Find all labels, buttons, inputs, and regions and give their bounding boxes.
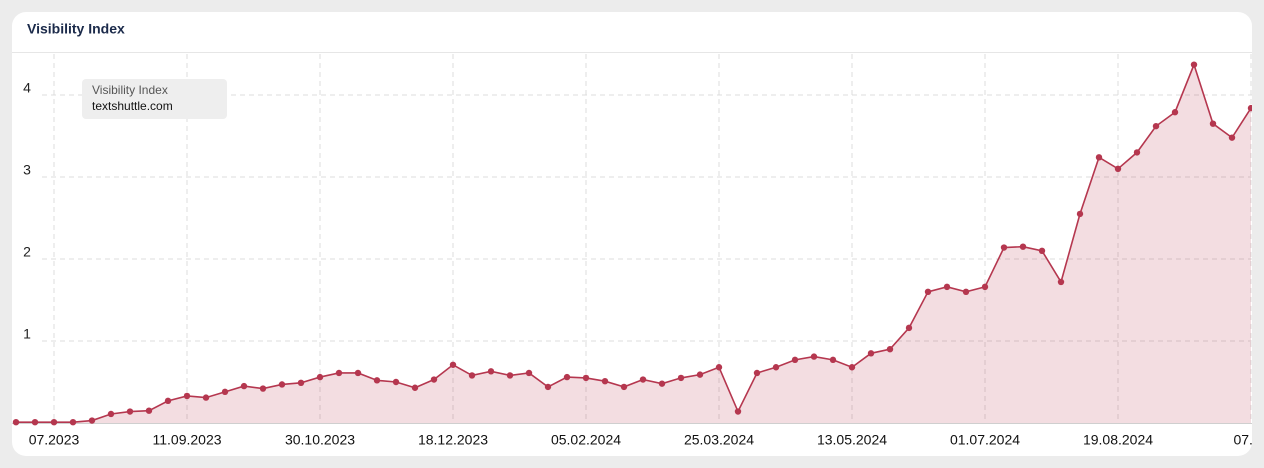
point (278, 381, 286, 388)
legend-entry: textshuttle.com (92, 99, 173, 113)
point (943, 283, 951, 291)
point (886, 346, 894, 353)
point (107, 410, 115, 418)
x-tick-label: 11.09.2023 (152, 432, 221, 448)
point (145, 407, 153, 414)
point (202, 394, 210, 401)
point (696, 371, 704, 378)
point (297, 379, 305, 387)
point (582, 374, 590, 382)
point (354, 369, 362, 377)
point (715, 364, 723, 371)
point (1019, 243, 1027, 250)
legend (82, 79, 227, 119)
point (468, 372, 476, 379)
x-tick-label: 30.10.2023 (285, 432, 355, 448)
point (335, 369, 343, 377)
point (1057, 278, 1065, 286)
point (905, 324, 913, 332)
point (449, 361, 457, 368)
point (183, 392, 191, 400)
point (31, 418, 39, 426)
point (506, 372, 514, 379)
point (734, 408, 742, 415)
point (1190, 61, 1198, 68)
point (88, 417, 96, 424)
point (411, 384, 419, 391)
point (430, 376, 438, 383)
point (962, 288, 970, 295)
point (1171, 109, 1179, 116)
point (50, 418, 58, 426)
point (12, 418, 20, 426)
point (259, 385, 267, 392)
y-tick-label: 3 (23, 162, 31, 178)
point (1152, 122, 1160, 130)
y-tick-label: 2 (23, 244, 31, 260)
line (16, 62, 1252, 423)
point (848, 364, 856, 371)
y-tick-label: 1 (23, 326, 31, 342)
point (753, 369, 761, 377)
x-tick-label: 07.2023 (29, 432, 80, 448)
point (544, 383, 552, 391)
point (525, 369, 533, 377)
card: Visibility Index 1 2 3 4 07.2023 11.09.2023 30… (12, 12, 1252, 456)
x-tick-label: 05.02.2024 (551, 432, 621, 448)
point (487, 368, 495, 375)
x-tick-label: 18.12.2023 (418, 432, 488, 448)
x-tick-label: 19.08.2024 (1083, 432, 1153, 448)
x-tick-label: 13.05.2024 (817, 432, 887, 448)
point (639, 376, 647, 383)
point (658, 380, 666, 387)
x-tick-label: 25.03.2024 (684, 432, 754, 448)
point (829, 356, 837, 364)
point (772, 364, 780, 371)
point (1076, 210, 1084, 218)
point (240, 382, 248, 390)
point (1133, 149, 1141, 156)
point (392, 378, 400, 386)
area (16, 64, 1251, 423)
point (563, 373, 571, 381)
point (981, 283, 989, 291)
point (924, 288, 932, 295)
legend-title: Visibility Index (92, 83, 168, 97)
point (1000, 244, 1008, 251)
point (1209, 120, 1217, 127)
x-tick-label: 07.10 (1233, 432, 1252, 448)
chart-title: Visibility Index (27, 21, 125, 37)
point (810, 353, 818, 360)
point (1247, 104, 1252, 112)
point (677, 374, 685, 382)
point (620, 383, 628, 391)
point (316, 373, 324, 381)
point (1228, 134, 1236, 141)
y-tick-label: 4 (23, 80, 31, 96)
x-tick-label: 01.07.2024 (950, 432, 1020, 448)
point (221, 388, 229, 396)
point (601, 377, 609, 385)
point (867, 350, 875, 357)
point (1038, 247, 1046, 254)
point (373, 377, 381, 384)
point (69, 418, 77, 426)
point (791, 356, 799, 364)
point (1095, 154, 1103, 161)
point (126, 408, 134, 415)
point (164, 397, 172, 405)
point (1114, 165, 1122, 172)
chart: Visibility Index 1 2 3 4 07.2023 11.09.2023 30… (12, 21, 1252, 448)
